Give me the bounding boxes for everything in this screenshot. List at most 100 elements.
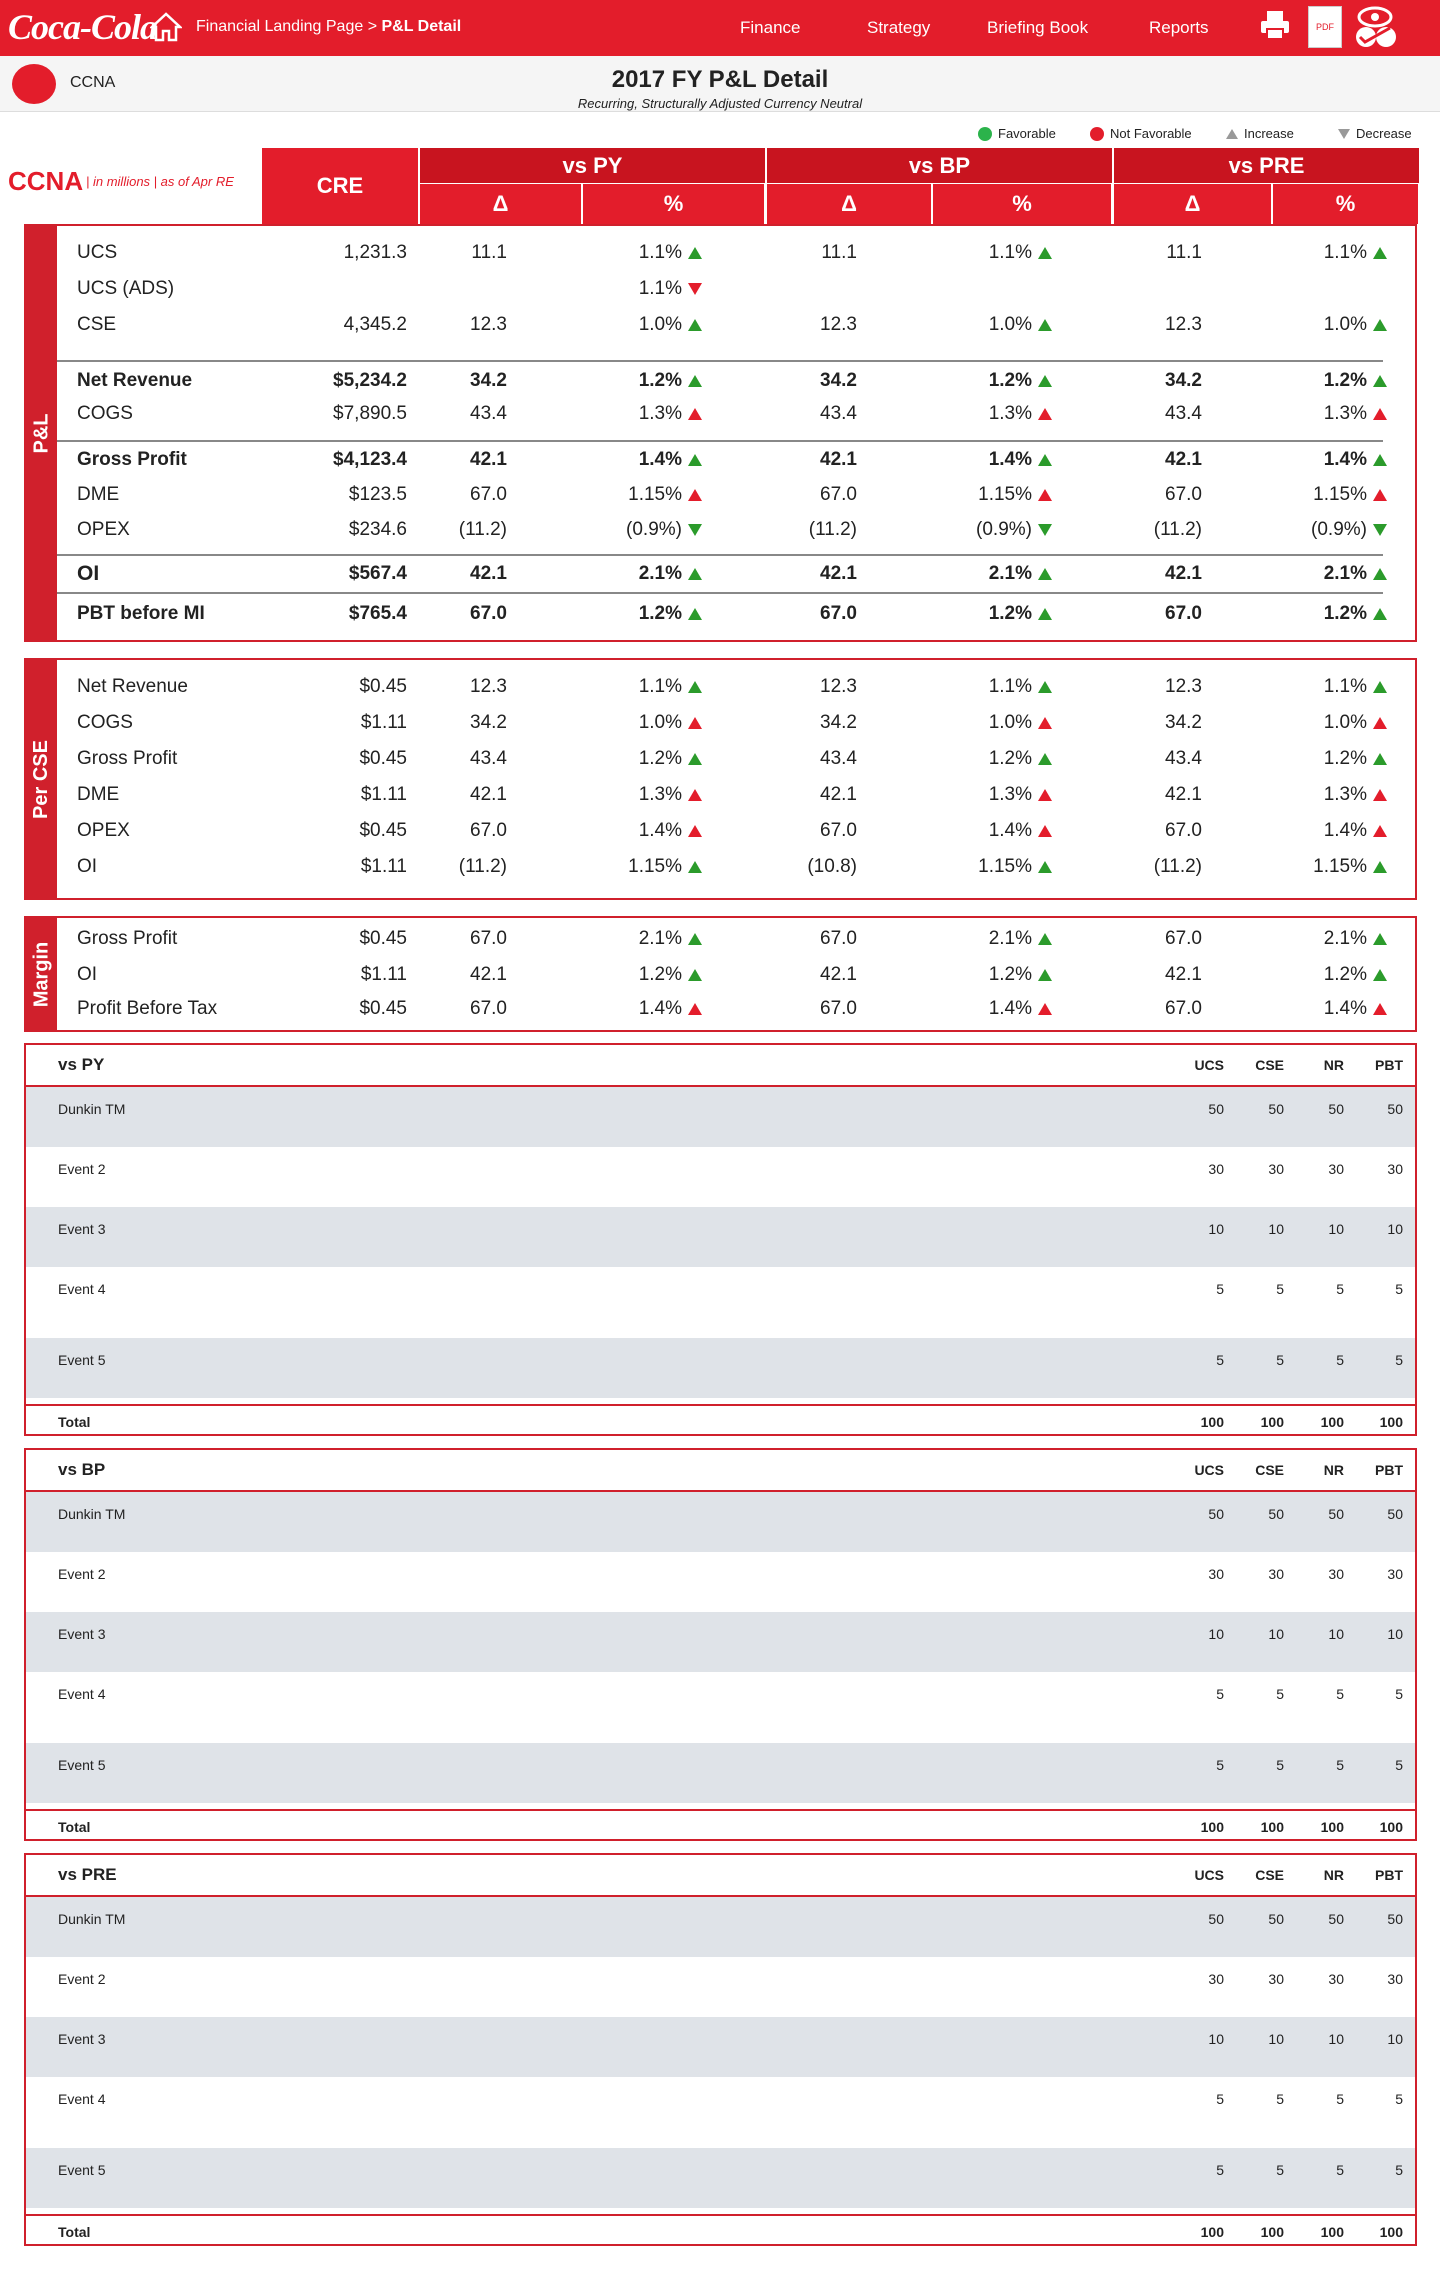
bu-name[interactable]: CCNA bbox=[70, 74, 116, 91]
nav-strategy[interactable]: Strategy bbox=[867, 18, 931, 37]
row-label: Gross Profit bbox=[77, 449, 187, 470]
cre-value: $1.11 bbox=[360, 964, 407, 985]
print-icon[interactable] bbox=[1258, 8, 1292, 42]
list-item[interactable]: Dunkin TM 50 50 50 50 bbox=[26, 1492, 1415, 1552]
delta-value: 67.0 bbox=[657, 478, 857, 512]
list-item[interactable]: Event 4 5 5 5 5 bbox=[26, 2077, 1415, 2148]
table-row[interactable]: DME $1.11 42.1 1.3% 42.1 1.3% 42.1 1.3% bbox=[57, 778, 1415, 812]
table-row[interactable]: Net Revenue $0.45 12.3 1.1% 12.3 1.1% 12.3 1.1% bbox=[57, 670, 1415, 704]
value-text: 1.1% bbox=[638, 676, 682, 697]
pct-value: 1.3% bbox=[502, 397, 702, 431]
value-text: (0.9%) bbox=[1311, 519, 1367, 540]
margin-tab-label: Margin bbox=[30, 941, 52, 1007]
table-row[interactable]: Profit Before Tax $0.45 67.0 1.4% 67.0 1.4% 67… bbox=[57, 992, 1415, 1026]
list-item[interactable]: Event 5 5 5 5 5 bbox=[26, 1743, 1415, 1803]
pct-value: 1.2% bbox=[1187, 597, 1387, 631]
row-label: Net Revenue bbox=[77, 370, 193, 391]
table-row[interactable]: Gross Profit $4,123.4 42.1 1.4% 42.1 1.4% 42.1… bbox=[57, 443, 1415, 477]
pct-value: 2.1% bbox=[502, 557, 702, 591]
table-row[interactable]: COGS $7,890.5 43.4 1.3% 43.4 1.3% 43.4 1.3% bbox=[57, 397, 1415, 431]
increase-arrow-icon bbox=[688, 319, 702, 331]
divider bbox=[57, 554, 1383, 556]
table-row[interactable]: CSE 4,345.2 12.3 1.0% 12.3 1.0% 12.3 1.0% bbox=[57, 308, 1415, 342]
event-value: 5 bbox=[1395, 1686, 1403, 1702]
list-item[interactable]: Event 4 5 5 5 5 bbox=[26, 1267, 1415, 1338]
value-text: 2.1% bbox=[1323, 928, 1367, 949]
cre-value: $765.4 bbox=[348, 603, 407, 624]
event-value: 5 bbox=[1395, 2162, 1403, 2178]
event-value: 10 bbox=[1328, 1221, 1344, 1237]
total-label: Total bbox=[58, 2224, 91, 2240]
list-item[interactable]: Event 5 5 5 5 5 bbox=[26, 2148, 1415, 2208]
table-row[interactable]: OI $1.11 42.1 1.2% 42.1 1.2% 42.1 1.2% bbox=[57, 958, 1415, 992]
nav-reports[interactable]: Reports bbox=[1149, 18, 1209, 37]
events-col-header: PBT bbox=[1375, 1057, 1403, 1073]
event-value: 5 bbox=[1276, 2162, 1284, 2178]
delta-value: 43.4 bbox=[1002, 397, 1202, 431]
increase-arrow-icon bbox=[1373, 825, 1387, 837]
pdf-icon[interactable]: PDF bbox=[1308, 6, 1342, 48]
value-text: 42.1 bbox=[470, 784, 507, 805]
event-value: 30 bbox=[1268, 1566, 1284, 1582]
event-name: Event 5 bbox=[58, 1757, 106, 1773]
divider bbox=[57, 360, 1383, 362]
value-text: 67.0 bbox=[1165, 928, 1202, 949]
value-text: 43.4 bbox=[1165, 403, 1202, 424]
list-item[interactable]: Dunkin TM 50 50 50 50 bbox=[26, 1897, 1415, 1957]
row-label: OPEX bbox=[77, 519, 130, 540]
table-row[interactable]: OI $567.4 42.1 2.1% 42.1 2.1% 42.1 2.1% bbox=[57, 557, 1415, 591]
list-item[interactable]: Dunkin TM 50 50 50 50 bbox=[26, 1087, 1415, 1147]
event-name: Event 5 bbox=[58, 2162, 106, 2178]
nav-briefing-book[interactable]: Briefing Book bbox=[987, 18, 1089, 37]
delta-value: 67.0 bbox=[307, 597, 507, 631]
increase-arrow-icon bbox=[688, 568, 702, 580]
table-row[interactable]: UCS (ADS) 1.1% bbox=[57, 272, 1415, 306]
value-text: 1.2% bbox=[988, 370, 1032, 391]
home-icon[interactable] bbox=[150, 12, 182, 42]
table-row[interactable]: DME $123.5 67.0 1.15% 67.0 1.15% 67.0 1.15% bbox=[57, 478, 1415, 512]
table-row[interactable]: COGS $1.11 34.2 1.0% 34.2 1.0% 34.2 1.0% bbox=[57, 706, 1415, 740]
total-label: Total bbox=[58, 1819, 91, 1835]
list-item[interactable]: Event 3 10 10 10 10 bbox=[26, 1207, 1415, 1267]
table-row[interactable]: Gross Profit $0.45 43.4 1.2% 43.4 1.2% 43.4 1.2… bbox=[57, 742, 1415, 776]
row-label: DME bbox=[77, 784, 120, 805]
table-row[interactable]: OPEX $0.45 67.0 1.4% 67.0 1.4% 67.0 1.4% bbox=[57, 814, 1415, 848]
breadcrumb-link[interactable]: Financial Landing Page bbox=[196, 18, 364, 35]
event-value: 50 bbox=[1268, 1101, 1284, 1117]
value-text: 67.0 bbox=[1165, 484, 1202, 505]
list-item[interactable]: Event 5 5 5 5 5 bbox=[26, 1338, 1415, 1398]
table-row[interactable]: OI $1.11 (11.2) 1.15% (10.8) 1.15% (11.2) 1.15% bbox=[57, 850, 1415, 884]
table-row[interactable]: Net Revenue $5,234.2 34.2 1.2% 34.2 1.2% 34.2 1… bbox=[57, 364, 1415, 398]
table-row[interactable]: UCS 1,231.3 11.1 1.1% 11.1 1.1% 11.1 1.1% bbox=[57, 236, 1415, 270]
list-item[interactable]: Event 3 10 10 10 10 bbox=[26, 1612, 1415, 1672]
legend-increase: Increase bbox=[1226, 126, 1294, 141]
value-text: 67.0 bbox=[820, 998, 857, 1019]
row-label: OI bbox=[77, 856, 98, 877]
increase-arrow-icon bbox=[1038, 408, 1052, 420]
list-item[interactable]: Event 2 30 30 30 30 bbox=[26, 1147, 1415, 1207]
view-check-icon[interactable] bbox=[1350, 4, 1400, 50]
list-item[interactable]: Event 4 5 5 5 5 bbox=[26, 1672, 1415, 1743]
col-header-vs-py: vs PY bbox=[420, 148, 765, 183]
value-text: 1.2% bbox=[638, 603, 682, 624]
increase-arrow-icon bbox=[1373, 608, 1387, 620]
table-row[interactable]: Gross Profit $0.45 67.0 2.1% 67.0 2.1% 67.0 2.1… bbox=[57, 922, 1415, 956]
list-item[interactable]: Event 2 30 30 30 30 bbox=[26, 1552, 1415, 1612]
list-item[interactable]: Event 3 10 10 10 10 bbox=[26, 2017, 1415, 2077]
table-row[interactable]: OPEX $234.6 (11.2) (0.9%) (11.2) (0.9%) (11.2)… bbox=[57, 513, 1415, 547]
delta-value: 42.1 bbox=[307, 443, 507, 477]
pct-value: 1.3% bbox=[852, 397, 1052, 431]
total-label: Total bbox=[58, 1414, 91, 1430]
value-text: 42.1 bbox=[820, 449, 857, 470]
nav-finance[interactable]: Finance bbox=[740, 18, 801, 37]
value-text: 11.1 bbox=[821, 242, 857, 263]
value-text: 1.2% bbox=[638, 370, 682, 391]
pct-value: 1.15% bbox=[1187, 478, 1387, 512]
list-item[interactable]: Event 2 30 30 30 30 bbox=[26, 1957, 1415, 2017]
event-value: 10 bbox=[1328, 2031, 1344, 2047]
increase-arrow-icon bbox=[1373, 753, 1387, 765]
table-row[interactable]: PBT before MI $765.4 67.0 1.2% 67.0 1.2% 67.0 1… bbox=[57, 597, 1415, 631]
delta-value: 42.1 bbox=[1002, 778, 1202, 812]
brand-logo[interactable]: Coca-Cola bbox=[8, 7, 158, 47]
events-col-header: NR bbox=[1323, 1057, 1344, 1073]
